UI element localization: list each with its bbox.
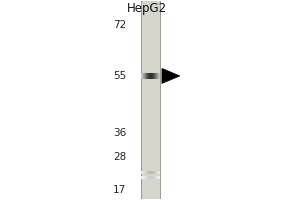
Polygon shape	[162, 68, 180, 83]
Text: 17: 17	[113, 185, 126, 195]
Text: HepG2: HepG2	[127, 2, 167, 15]
Text: 72: 72	[113, 20, 126, 30]
Bar	[141, 1, 161, 199]
Text: 55: 55	[113, 71, 126, 81]
Text: 36: 36	[113, 128, 126, 138]
Text: 28: 28	[113, 152, 126, 162]
